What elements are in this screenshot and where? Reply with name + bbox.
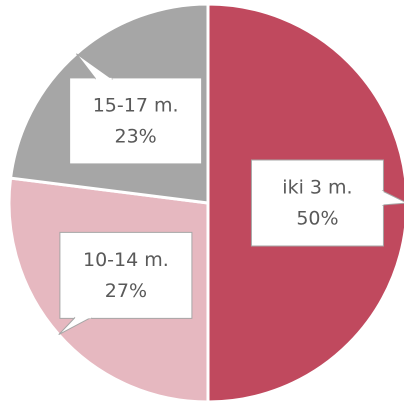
category-label: iki 3 m. [282, 177, 352, 199]
category-label: 10-14 m. [83, 249, 169, 271]
value-label: 27% [105, 280, 147, 302]
label-box [69, 77, 203, 165]
category-label: 15-17 m. [93, 94, 179, 116]
value-label: 23% [115, 125, 157, 147]
value-label: 50% [296, 208, 338, 230]
label-box [59, 231, 193, 319]
label-box [250, 159, 384, 247]
